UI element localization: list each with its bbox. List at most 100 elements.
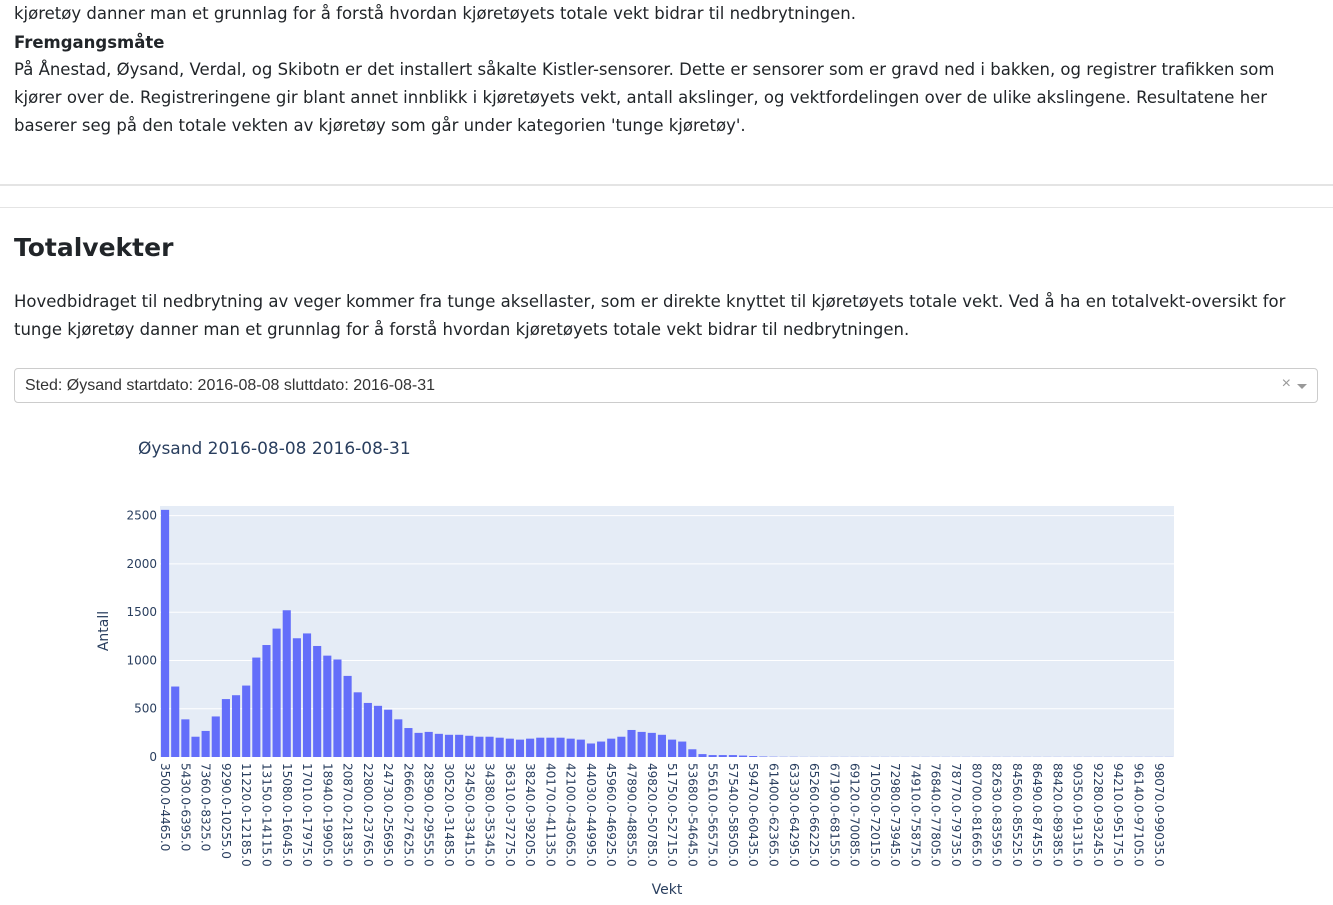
dropdown-selected-value: Sted: Øysand startdato: 2016-08-08 slutt… — [25, 377, 436, 394]
x-tick-label: 47890.0-48855.0 — [625, 763, 639, 867]
bar[interactable] — [708, 755, 717, 757]
bar[interactable] — [404, 728, 413, 757]
x-axis-ticks: 3500.0-4465.0 5430.0-6395.0 7360.0-8325.0 9… — [158, 763, 1166, 867]
y-tick-label: 500 — [134, 702, 157, 716]
bar[interactable] — [505, 738, 514, 757]
x-tick-label: 67190.0-68155.0 — [827, 763, 841, 867]
section-divider-bottom — [0, 207, 1333, 208]
clear-selection-icon[interactable]: × — [1281, 375, 1291, 392]
bar[interactable] — [455, 734, 464, 757]
bar[interactable] — [546, 737, 555, 757]
bar[interactable] — [434, 733, 443, 757]
x-tick-label: 26660.0-27625.0 — [401, 763, 415, 867]
bar[interactable] — [231, 695, 241, 757]
bar[interactable] — [394, 719, 403, 757]
x-tick-label: 65260.0-66225.0 — [807, 763, 821, 867]
bar[interactable] — [353, 692, 362, 757]
bar[interactable] — [515, 739, 525, 757]
x-tick-label: 69120.0-70085.0 — [848, 763, 862, 867]
bar[interactable] — [576, 739, 585, 757]
x-tick-label: 74910.0-75875.0 — [908, 763, 922, 867]
x-tick-label: 82630.0-83595.0 — [990, 763, 1004, 867]
bar[interactable] — [333, 659, 342, 757]
bar[interactable] — [566, 738, 575, 757]
bar[interactable] — [414, 732, 423, 757]
bar[interactable] — [597, 741, 606, 757]
x-tick-label: 18940.0-19905.0 — [320, 763, 334, 867]
bar[interactable] — [252, 657, 261, 757]
bar[interactable] — [475, 736, 484, 757]
bar[interactable] — [313, 645, 322, 757]
bar[interactable] — [738, 755, 748, 757]
bar[interactable] — [181, 719, 190, 757]
bar[interactable] — [617, 736, 626, 757]
x-tick-label: 49820.0-50785.0 — [645, 763, 659, 867]
x-tick-label: 45960.0-46925.0 — [604, 763, 618, 867]
chevron-down-icon[interactable] — [1297, 384, 1307, 389]
location-date-dropdown[interactable]: Sted: Øysand startdato: 2016-08-08 slutt… — [14, 368, 1318, 403]
x-tick-label: 38240.0-39205.0 — [523, 763, 537, 867]
x-tick-label: 20870.0-21835.0 — [341, 763, 355, 867]
bar[interactable] — [637, 731, 646, 757]
x-tick-label: 15080.0-16045.0 — [280, 763, 294, 867]
x-tick-label: 72980.0-73945.0 — [888, 763, 902, 867]
bar[interactable] — [282, 610, 291, 757]
bar[interactable] — [221, 699, 230, 757]
x-tick-label: 17010.0-17975.0 — [300, 763, 314, 867]
bar[interactable] — [424, 731, 433, 757]
x-tick-label: 42100.0-43065.0 — [564, 763, 578, 867]
bar[interactable] — [363, 702, 372, 757]
section-title: Totalvekter — [14, 233, 174, 262]
x-axis-label: Vekt — [652, 882, 683, 898]
bar[interactable] — [749, 756, 758, 757]
bar[interactable] — [323, 655, 332, 757]
plot-area[interactable] — [160, 506, 1174, 757]
x-tick-label: 94210.0-95175.0 — [1111, 763, 1125, 867]
bar[interactable] — [465, 735, 474, 757]
bar[interactable] — [627, 729, 636, 757]
bar[interactable] — [161, 509, 170, 757]
bar[interactable] — [485, 736, 494, 757]
bar[interactable] — [242, 685, 251, 757]
bar[interactable] — [668, 739, 677, 757]
bar[interactable] — [272, 628, 281, 757]
weight-histogram-chart[interactable]: Øysand 2016-08-08 2016-08-31 0 500 1000 150… — [0, 410, 1333, 905]
bar[interactable] — [526, 738, 535, 757]
bar[interactable] — [384, 709, 393, 757]
bar[interactable] — [647, 732, 656, 757]
x-tick-label: 34380.0-35345.0 — [483, 763, 497, 867]
x-tick-label: 80700.0-81665.0 — [969, 763, 983, 867]
bar[interactable] — [191, 736, 200, 757]
x-tick-label: 84560.0-85525.0 — [1010, 763, 1024, 867]
bar[interactable] — [698, 754, 707, 757]
x-tick-label: 88420.0-89385.0 — [1050, 763, 1064, 867]
x-tick-label: 98070.0-99035.0 — [1152, 763, 1166, 867]
bar[interactable] — [262, 645, 271, 757]
bar[interactable] — [678, 741, 687, 757]
bar[interactable] — [343, 675, 352, 757]
x-tick-label: 13150.0-14115.0 — [259, 763, 273, 867]
bar[interactable] — [688, 749, 697, 757]
x-tick-label: 11220.0-12185.0 — [239, 763, 253, 867]
bar[interactable] — [302, 633, 312, 757]
bar[interactable] — [211, 716, 220, 757]
x-tick-label: 28590.0-29555.0 — [422, 763, 436, 867]
bar[interactable] — [728, 755, 737, 757]
bar[interactable] — [444, 734, 454, 757]
bar[interactable] — [607, 738, 616, 757]
x-tick-label: 76840.0-77805.0 — [929, 763, 943, 867]
bar[interactable] — [373, 705, 383, 757]
bar[interactable] — [536, 737, 545, 757]
bar[interactable] — [201, 730, 210, 757]
bar[interactable] — [657, 734, 666, 757]
x-tick-label: 59470.0-60435.0 — [746, 763, 760, 867]
bar[interactable] — [495, 737, 504, 757]
bar[interactable] — [718, 755, 727, 757]
bar[interactable] — [171, 686, 180, 757]
bar[interactable] — [586, 743, 596, 757]
x-tick-label: 22800.0-23765.0 — [361, 763, 375, 867]
y-axis-label: Antall — [96, 611, 112, 651]
bar[interactable] — [556, 737, 565, 757]
bar[interactable] — [292, 638, 301, 757]
x-tick-label: 44030.0-44995.0 — [584, 763, 598, 867]
